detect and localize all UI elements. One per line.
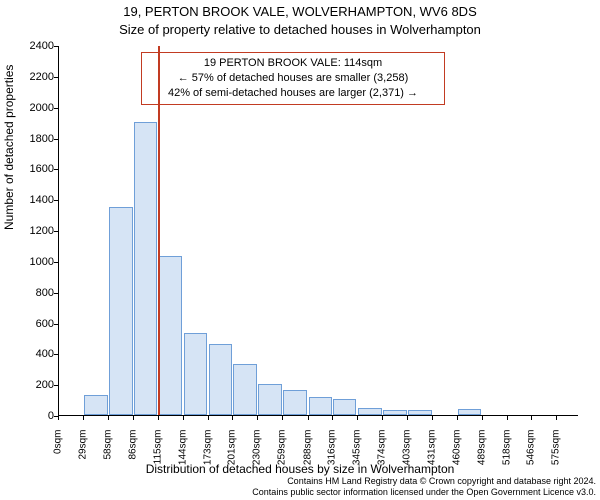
info-box-line: 42% of semi-detached houses are larger (…	[148, 86, 438, 101]
x-tick-mark	[382, 416, 383, 420]
x-tick-label: 403sqm	[402, 430, 413, 470]
x-tick-mark	[108, 416, 109, 420]
y-tick-label: 800	[22, 287, 54, 299]
x-tick-label: 316sqm	[326, 430, 337, 470]
x-tick-mark	[232, 416, 233, 420]
histogram-bar	[109, 207, 133, 415]
x-tick-mark	[457, 416, 458, 420]
x-tick-label: 201sqm	[227, 430, 238, 470]
x-tick-mark	[208, 416, 209, 420]
x-tick-label: 575sqm	[551, 430, 562, 470]
y-tick-mark	[54, 385, 58, 386]
x-tick-mark	[158, 416, 159, 420]
y-tick-label: 1200	[22, 225, 54, 237]
x-tick-mark	[556, 416, 557, 420]
y-tick-label: 400	[22, 348, 54, 360]
x-tick-label: 460sqm	[451, 430, 462, 470]
y-tick-label: 2000	[22, 102, 54, 114]
x-tick-mark	[308, 416, 309, 420]
y-axis-label: Number of detached properties	[2, 65, 16, 230]
plot-area-wrapper: 19 PERTON BROOK VALE: 114sqm← 57% of det…	[58, 46, 578, 416]
x-tick-label: 173sqm	[202, 430, 213, 470]
histogram-bar	[209, 344, 233, 415]
x-tick-mark	[407, 416, 408, 420]
x-tick-mark	[83, 416, 84, 420]
histogram-bar	[84, 395, 108, 415]
x-tick-label: 288sqm	[302, 430, 313, 470]
y-tick-label: 1800	[22, 133, 54, 145]
y-tick-label: 2200	[22, 71, 54, 83]
histogram-bar	[383, 410, 407, 415]
y-tick-mark	[54, 169, 58, 170]
x-tick-label: 58sqm	[103, 430, 114, 470]
footer-line-1: Contains HM Land Registry data © Crown c…	[252, 476, 596, 487]
y-tick-mark	[54, 46, 58, 47]
y-tick-label: 1000	[22, 256, 54, 268]
x-tick-mark	[531, 416, 532, 420]
x-tick-mark	[282, 416, 283, 420]
x-tick-label: 546sqm	[526, 430, 537, 470]
x-tick-mark	[58, 416, 59, 420]
histogram-bar	[408, 410, 432, 415]
x-tick-mark	[332, 416, 333, 420]
x-tick-label: 115sqm	[152, 430, 163, 470]
x-tick-label: 374sqm	[377, 430, 388, 470]
histogram-bar	[309, 397, 333, 415]
y-tick-mark	[54, 139, 58, 140]
y-tick-label: 1600	[22, 163, 54, 175]
x-tick-label: 144sqm	[177, 430, 188, 470]
x-tick-label: 0sqm	[53, 430, 64, 470]
histogram-bar	[258, 384, 282, 415]
histogram-bar	[458, 409, 482, 415]
y-tick-mark	[54, 77, 58, 78]
histogram-bar	[358, 408, 382, 415]
y-tick-mark	[54, 108, 58, 109]
x-tick-mark	[183, 416, 184, 420]
y-tick-mark	[54, 200, 58, 201]
y-tick-label: 600	[22, 318, 54, 330]
x-tick-mark	[133, 416, 134, 420]
y-tick-mark	[54, 231, 58, 232]
x-tick-label: 86sqm	[127, 430, 138, 470]
histogram-bar	[159, 256, 183, 415]
y-tick-mark	[54, 324, 58, 325]
x-tick-mark	[257, 416, 258, 420]
y-tick-label: 2400	[22, 40, 54, 52]
x-tick-label: 259sqm	[277, 430, 288, 470]
histogram-bar	[233, 364, 257, 415]
histogram-bar	[333, 399, 357, 415]
info-box-line: 19 PERTON BROOK VALE: 114sqm	[148, 56, 438, 71]
footer-line-2: Contains public sector information licen…	[252, 487, 596, 498]
y-tick-label: 1400	[22, 194, 54, 206]
x-tick-label: 230sqm	[252, 430, 263, 470]
x-tick-label: 518sqm	[501, 430, 512, 470]
x-tick-label: 431sqm	[426, 430, 437, 470]
x-tick-mark	[432, 416, 433, 420]
chart-title-sub: Size of property relative to detached ho…	[0, 22, 600, 37]
x-tick-mark	[507, 416, 508, 420]
y-tick-mark	[54, 354, 58, 355]
chart-title-main: 19, PERTON BROOK VALE, WOLVERHAMPTON, WV…	[0, 4, 600, 19]
x-tick-label: 489sqm	[476, 430, 487, 470]
x-tick-label: 345sqm	[352, 430, 363, 470]
histogram-bar	[283, 390, 307, 415]
y-tick-label: 200	[22, 379, 54, 391]
histogram-bar	[184, 333, 208, 415]
y-tick-label: 0	[22, 410, 54, 422]
histogram-bar	[134, 122, 158, 415]
x-tick-mark	[357, 416, 358, 420]
y-tick-mark	[54, 262, 58, 263]
y-tick-mark	[54, 293, 58, 294]
x-tick-mark	[482, 416, 483, 420]
x-tick-label: 29sqm	[78, 430, 89, 470]
info-box-line: ← 57% of detached houses are smaller (3,…	[148, 71, 438, 86]
plot-area: 19 PERTON BROOK VALE: 114sqm← 57% of det…	[58, 46, 578, 416]
info-box: 19 PERTON BROOK VALE: 114sqm← 57% of det…	[141, 52, 445, 105]
footer-attribution: Contains HM Land Registry data © Crown c…	[252, 476, 596, 498]
